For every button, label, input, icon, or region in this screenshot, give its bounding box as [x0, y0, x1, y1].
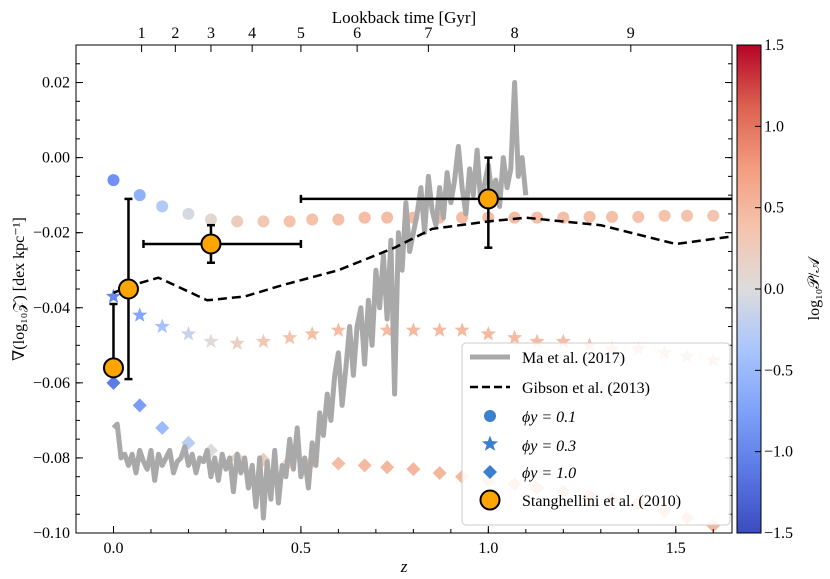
marker-diamond-4	[132, 398, 147, 413]
marker-star-3	[282, 329, 298, 345]
colorbar-tick-label: 0.0	[764, 281, 784, 298]
top-tick-label: 2	[171, 25, 179, 42]
y-tick-label: −0.02	[33, 225, 70, 242]
legend-handle-phi10	[483, 465, 497, 479]
legend-label-stanghellini: Stanghellini et al. (2010)	[522, 493, 681, 510]
marker-circle-2	[707, 209, 720, 222]
marker-diamond-4	[380, 460, 395, 475]
marker-diamond-4	[155, 420, 170, 435]
marker-star-3	[480, 326, 496, 341]
marker-diamond-4	[432, 465, 447, 480]
y-tick-label: 0.00	[42, 150, 70, 167]
legend-label-ma: Ma et al. (2017)	[522, 350, 625, 367]
marker-star-3	[304, 326, 320, 341]
marker-circle-2	[204, 213, 217, 226]
marker-circle-2	[583, 210, 596, 223]
marker-circle-2	[306, 213, 319, 226]
marker-star-3	[529, 333, 545, 348]
top-tick-label: 6	[353, 25, 361, 42]
marker-circle-2	[332, 213, 345, 226]
x-tick-label: 1.0	[478, 540, 498, 557]
y-tick-label: −0.06	[33, 375, 70, 392]
marker-star-3	[229, 335, 245, 350]
top-tick-label: 1	[138, 25, 146, 42]
legend-label-gibson: Gibson et al. (2013)	[522, 380, 650, 397]
x-tick-label: 0.0	[103, 540, 123, 557]
legend-box	[461, 342, 731, 526]
marker-diamond-4	[106, 375, 121, 390]
stanghellini-point	[117, 278, 139, 300]
legend-handle-phi03	[481, 435, 499, 451]
stanghellini-point	[477, 188, 499, 210]
top-tick-label: 4	[248, 25, 256, 42]
legend-label-phi03: ϕy = 0.3	[522, 438, 576, 455]
marker-diamond-4	[357, 458, 372, 473]
top-tick-label: 9	[627, 25, 635, 42]
marker-circle-2	[681, 209, 694, 222]
marker-circle-2	[632, 210, 645, 223]
marker-diamond-4	[331, 456, 346, 471]
colorbar-tick-label: −1.0	[764, 444, 793, 461]
y-tick-label: 0.02	[42, 75, 70, 92]
stanghellini-point	[200, 233, 222, 255]
marker-star-3	[507, 329, 523, 345]
marker-circle-2	[381, 211, 394, 224]
marker-circle-2	[133, 189, 146, 202]
marker-circle-2	[606, 210, 619, 223]
marker-circle-2	[107, 174, 120, 187]
colorbar-tick-label: −1.5	[764, 525, 793, 542]
top-tick-label: 5	[297, 25, 305, 42]
x-axis-label: z	[400, 557, 408, 576]
marker-circle-2	[531, 211, 544, 224]
top-axis-label: Lookback time [Gyr]	[332, 8, 476, 27]
legend-label-phi10: ϕy = 1.0	[522, 465, 576, 482]
y-tick-label: −0.10	[33, 525, 70, 542]
top-tick-label: 8	[511, 25, 519, 42]
marker-star-3	[330, 322, 346, 337]
x-tick-label: 0.5	[291, 540, 311, 557]
colorbar-label: log₁₀𝒫/𝒜	[806, 256, 823, 321]
gibson-2013-line	[113, 216, 732, 302]
legend: Ma et al. (2017) Gibson et al. (2013) ϕy…	[461, 342, 731, 526]
stanghellini-point	[102, 357, 124, 379]
legend-label-phi01: ϕy = 0.1	[522, 409, 576, 426]
marker-star-3	[555, 333, 571, 348]
x-tick-label: 1.5	[666, 540, 686, 557]
marker-star-3	[405, 322, 421, 337]
y-axis-label: ∇(log₁₀𝒵) [dex kpc⁻¹]	[11, 217, 28, 361]
marker-star-3	[132, 307, 148, 322]
marker-circle-2	[156, 200, 169, 213]
marker-star-3	[379, 322, 395, 337]
marker-star-3	[203, 333, 219, 348]
colorbar-tick-label: −0.5	[764, 362, 793, 379]
top-tick-label: 7	[424, 25, 432, 42]
marker-circle-2	[283, 215, 296, 228]
y-tick-label: −0.08	[33, 450, 70, 467]
colorbar-tick-label: 1.0	[764, 118, 784, 135]
marker-star-3	[154, 318, 170, 333]
marker-star-3	[454, 322, 470, 337]
marker-circle-2	[358, 211, 371, 224]
marker-star-3	[180, 326, 197, 341]
y-tick-label: −0.04	[33, 300, 70, 317]
colorbar-tick-label: 1.5	[764, 37, 784, 54]
marker-diamond-4	[406, 462, 421, 477]
marker-star-3	[105, 288, 122, 303]
legend-handle-phi01	[484, 410, 496, 422]
marker-star-3	[432, 322, 448, 337]
ma-2017-line	[111, 80, 529, 521]
marker-star-3	[255, 333, 271, 348]
marker-circle-2	[257, 215, 270, 228]
legend-handle-stanghellini	[479, 489, 501, 511]
colorbar-tick-label: 0.5	[764, 200, 784, 217]
marker-circle-2	[182, 207, 195, 220]
top-tick-label: 3	[207, 25, 215, 42]
marker-circle-2	[658, 209, 671, 222]
marker-circle-2	[231, 215, 244, 228]
